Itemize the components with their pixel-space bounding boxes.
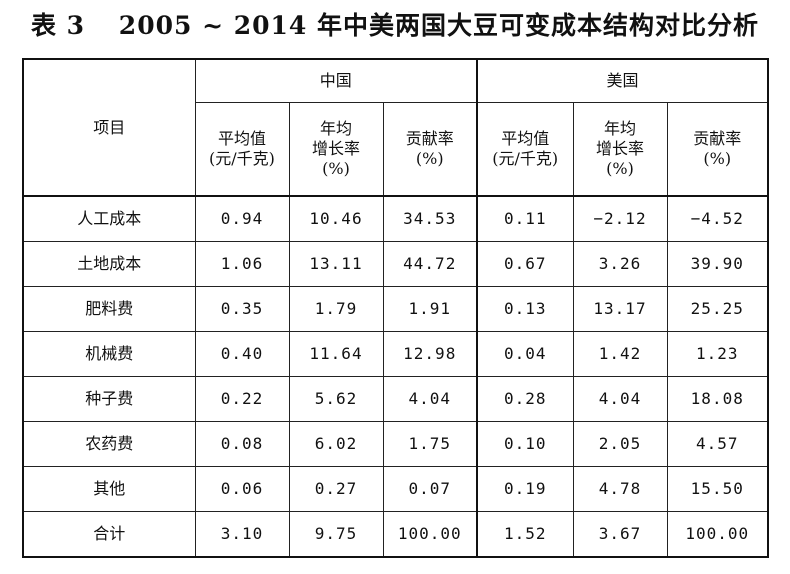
header-cn-avg: 平均值 (元/千克) bbox=[194, 102, 289, 196]
cn-growth-value: 9.75 bbox=[288, 511, 383, 557]
table-row: 其他 0.06 0.27 0.07 0.19 4.78 15.50 bbox=[22, 466, 769, 512]
us-contrib-value: 15.50 bbox=[666, 466, 769, 512]
cn-contrib-value: 4.04 bbox=[382, 376, 477, 422]
us-growth-value: 2.05 bbox=[572, 421, 667, 467]
cn-avg-value: 3.10 bbox=[194, 511, 289, 557]
us-avg-value: 0.67 bbox=[476, 241, 573, 287]
row-label: 农药费 bbox=[22, 421, 195, 467]
header-cn-contrib: 贡献率 (%) bbox=[382, 102, 477, 196]
table-row: 合计 3.10 9.75 100.00 1.52 3.67 100.00 bbox=[22, 511, 769, 557]
cn-avg-value: 0.94 bbox=[194, 195, 289, 242]
header-us-avg: 平均值 (元/千克) bbox=[476, 102, 573, 196]
row-label: 肥料费 bbox=[22, 286, 195, 332]
us-avg-value: 0.04 bbox=[476, 331, 573, 377]
cn-growth-value: 0.27 bbox=[288, 466, 383, 512]
table-row: 肥料费 0.35 1.79 1.91 0.13 13.17 25.25 bbox=[22, 286, 769, 332]
header-us-growth: 年均 增长率 (%) bbox=[572, 102, 667, 196]
us-growth-value: 3.26 bbox=[572, 241, 667, 287]
cn-growth-value: 10.46 bbox=[288, 195, 383, 242]
us-growth-value: 3.67 bbox=[572, 511, 667, 557]
table-title: 表 3 2005 ~ 2014 年中美两国大豆可变成本结构对比分析 bbox=[0, 6, 790, 42]
header-item: 项目 bbox=[22, 58, 195, 196]
us-contrib-value: −4.52 bbox=[666, 195, 769, 242]
row-label: 其他 bbox=[22, 466, 195, 512]
cn-avg-value: 0.35 bbox=[194, 286, 289, 332]
table-row: 人工成本 0.94 10.46 34.53 0.11 −2.12 −4.52 bbox=[22, 195, 769, 242]
cn-contrib-value: 1.91 bbox=[382, 286, 477, 332]
us-avg-value: 0.28 bbox=[476, 376, 573, 422]
table-title-text: 2005 ~ 2014 年中美两国大豆可变成本结构对比分析 bbox=[118, 11, 760, 40]
us-growth-value: 4.78 bbox=[572, 466, 667, 512]
row-label: 种子费 bbox=[22, 376, 195, 422]
table-row: 土地成本 1.06 13.11 44.72 0.67 3.26 39.90 bbox=[22, 241, 769, 287]
cn-contrib-value: 1.75 bbox=[382, 421, 477, 467]
us-avg-value: 0.11 bbox=[476, 195, 573, 242]
header-cn-growth: 年均 增长率 (%) bbox=[288, 102, 383, 196]
us-contrib-value: 25.25 bbox=[666, 286, 769, 332]
cn-growth-value: 11.64 bbox=[288, 331, 383, 377]
table-row: 农药费 0.08 6.02 1.75 0.10 2.05 4.57 bbox=[22, 421, 769, 467]
us-contrib-value: 100.00 bbox=[666, 511, 769, 557]
us-avg-value: 0.13 bbox=[476, 286, 573, 332]
row-label: 土地成本 bbox=[22, 241, 195, 287]
us-growth-value: −2.12 bbox=[572, 195, 667, 242]
cn-growth-value: 6.02 bbox=[288, 421, 383, 467]
cn-avg-value: 0.40 bbox=[194, 331, 289, 377]
cn-growth-value: 5.62 bbox=[288, 376, 383, 422]
us-contrib-value: 4.57 bbox=[666, 421, 769, 467]
table-number: 表 3 bbox=[30, 11, 86, 40]
us-contrib-value: 1.23 bbox=[666, 331, 769, 377]
cn-avg-value: 0.06 bbox=[194, 466, 289, 512]
table-row: 种子费 0.22 5.62 4.04 0.28 4.04 18.08 bbox=[22, 376, 769, 422]
us-avg-value: 0.10 bbox=[476, 421, 573, 467]
us-contrib-value: 18.08 bbox=[666, 376, 769, 422]
cn-contrib-value: 0.07 bbox=[382, 466, 477, 512]
cn-avg-value: 0.22 bbox=[194, 376, 289, 422]
us-growth-value: 1.42 bbox=[572, 331, 667, 377]
header-group-usa: 美国 bbox=[475, 58, 769, 103]
us-growth-value: 13.17 bbox=[572, 286, 667, 332]
table-row: 机械费 0.40 11.64 12.98 0.04 1.42 1.23 bbox=[22, 331, 769, 377]
us-growth-value: 4.04 bbox=[572, 376, 667, 422]
row-label: 机械费 bbox=[22, 331, 195, 377]
us-contrib-value: 39.90 bbox=[666, 241, 769, 287]
header-us-contrib: 贡献率 (%) bbox=[666, 102, 769, 196]
header-row-groups: 项目 中国 美国 bbox=[22, 58, 769, 196]
cn-growth-value: 13.11 bbox=[288, 241, 383, 287]
header-group-china: 中国 bbox=[194, 58, 477, 103]
cn-contrib-value: 34.53 bbox=[382, 195, 477, 242]
us-avg-value: 0.19 bbox=[476, 466, 573, 512]
cn-growth-value: 1.79 bbox=[288, 286, 383, 332]
row-label: 合计 bbox=[22, 511, 195, 557]
row-label: 人工成本 bbox=[22, 195, 195, 242]
us-avg-value: 1.52 bbox=[476, 511, 573, 557]
header-row-metrics: 平均值 (元/千克) 年均 增长率 (%) 贡献率 (%) 平均值 (元/千克) 年均 增长… bbox=[23, 102, 769, 196]
cost-structure-table: 项目 中国 美国 平均值 (元/千克) 年均 增长率 (%) 贡献率 (%) 平均值 (元… bbox=[22, 58, 770, 558]
cn-avg-value: 1.06 bbox=[194, 241, 289, 287]
cn-contrib-value: 100.00 bbox=[382, 511, 477, 557]
cn-contrib-value: 44.72 bbox=[382, 241, 477, 287]
cn-avg-value: 0.08 bbox=[194, 421, 289, 467]
cn-contrib-value: 12.98 bbox=[382, 331, 477, 377]
